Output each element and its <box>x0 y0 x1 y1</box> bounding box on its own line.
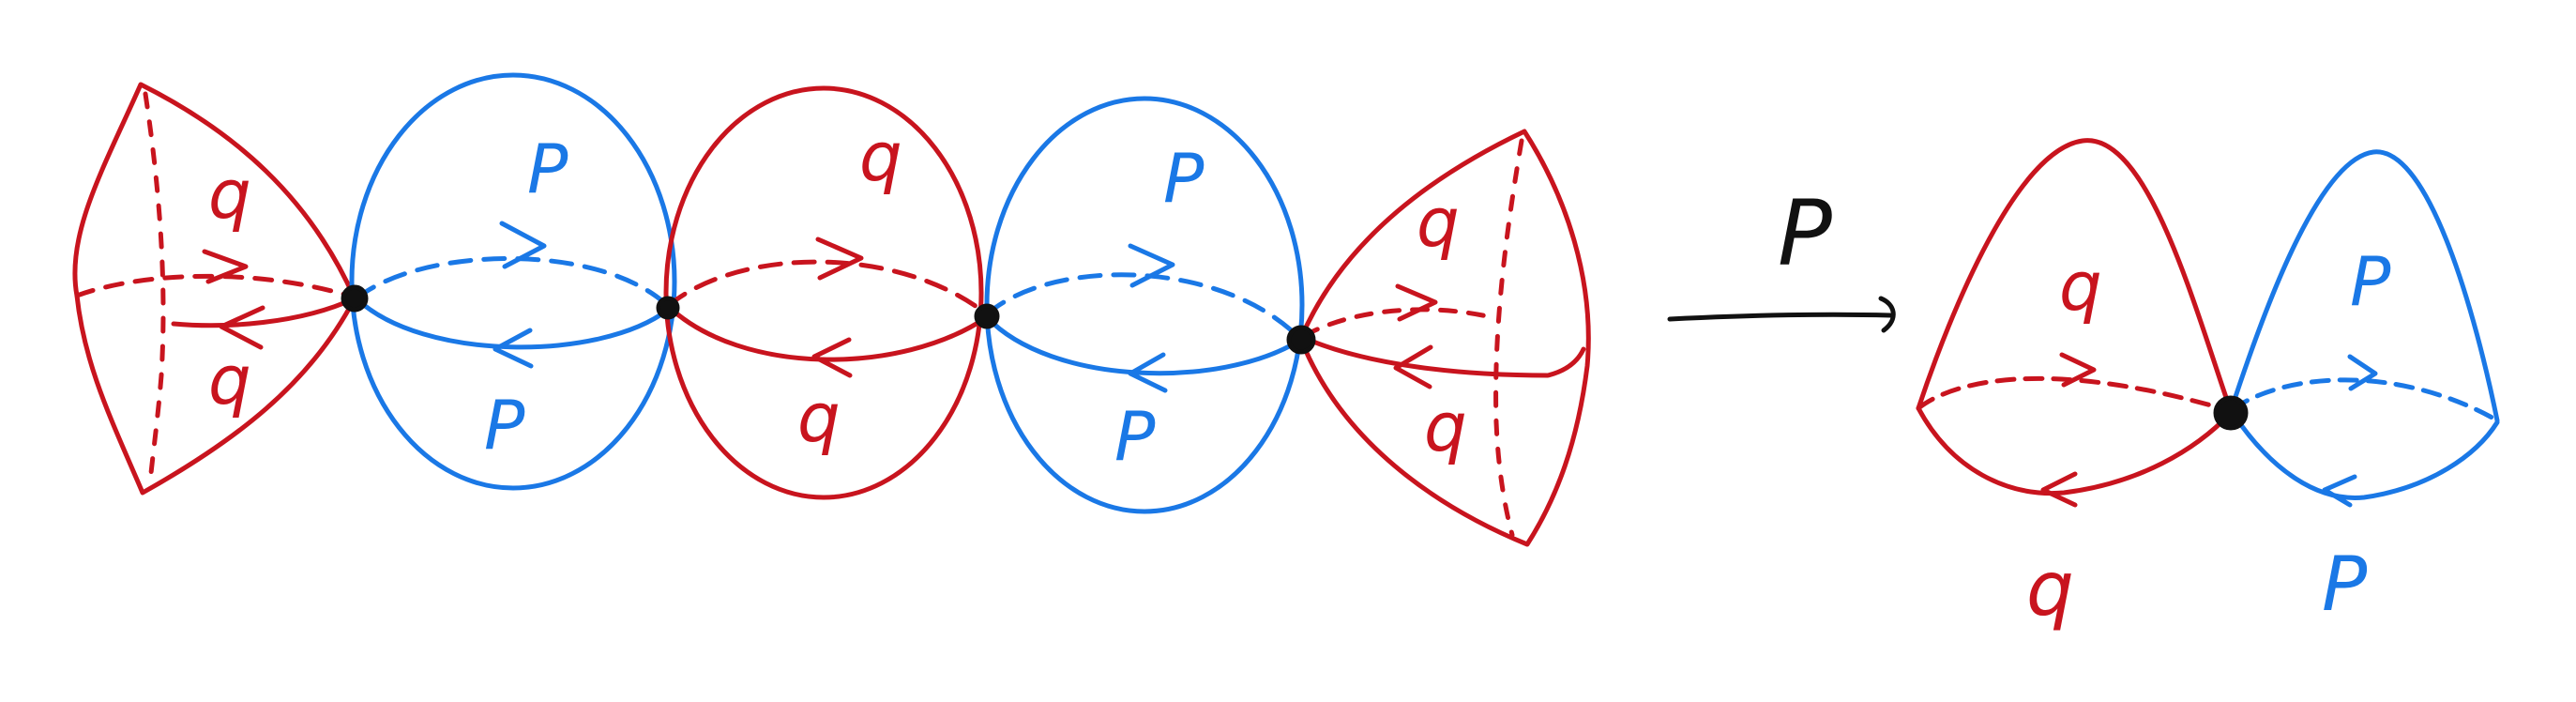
label-sphere-1-bottom: P <box>484 386 525 465</box>
sphere-1-back-dashed <box>354 256 671 309</box>
label-right-cap-top: q <box>1417 183 1460 262</box>
label-right-cap-bottom: q <box>1424 388 1467 466</box>
sphere-1-outline <box>349 72 677 491</box>
sphere-1-arrow-right <box>499 221 547 269</box>
label-left-cap-top: q <box>208 155 251 234</box>
label-red-lobe-bottom: q <box>2026 545 2074 633</box>
red-lobe-front-solid <box>1916 405 2234 496</box>
sphere-1 <box>349 72 677 491</box>
left-cap-arrow-left <box>219 305 265 350</box>
right-cap-arrow-right <box>1395 283 1438 322</box>
node-points <box>341 284 1316 355</box>
red-lobe-arrow-right <box>2059 352 2097 388</box>
right-cap-outline <box>1298 129 1591 547</box>
left-cap-vertical-dashed <box>143 91 166 486</box>
red-lobe-arrow-left <box>2040 471 2078 508</box>
node-3 <box>974 303 1000 329</box>
result-node <box>2213 395 2249 431</box>
sphere-3-front-solid <box>984 314 1302 376</box>
sphere-2-outline <box>663 85 984 500</box>
map-arrow-shaft <box>1667 312 1893 322</box>
node-1 <box>341 284 369 313</box>
label-sphere-3-top: P <box>1163 139 1205 218</box>
right-cap-equator-dashed <box>1301 307 1494 339</box>
result-red-lobe <box>1916 138 2234 508</box>
blue-lobe-back-dashed <box>2230 377 2500 423</box>
label-sphere-1-top: P <box>527 130 568 208</box>
sphere-3-arrow-left <box>1128 352 1168 393</box>
map-arrow <box>1667 296 1896 333</box>
blue-lobe-arrow-right <box>2347 354 2378 391</box>
left-cap-outline <box>72 82 357 496</box>
right-cap <box>1298 129 1591 547</box>
blue-lobe-front-solid <box>2230 410 2500 500</box>
map-arrow-head <box>1878 296 1896 333</box>
label-blue-lobe-bottom: P <box>2322 541 2368 628</box>
sphere-1-front-solid <box>354 296 671 350</box>
sphere-1-arrow-left <box>492 328 534 369</box>
result-blue-lobe <box>2228 149 2500 508</box>
red-lobe-outline <box>1916 138 2234 414</box>
label-sphere-2-bottom: q <box>797 378 841 457</box>
left-cap-equator-dashed <box>74 273 352 298</box>
labels: q q P P q q P P q q P q q P P <box>208 117 2391 633</box>
node-4 <box>1286 325 1316 355</box>
sphere-2 <box>663 85 990 500</box>
sphere-2-arrow-left <box>811 337 853 378</box>
label-red-lobe-top: q <box>2059 247 2102 326</box>
right-cap-vertical-dashed <box>1493 138 1524 538</box>
left-cap <box>72 82 357 496</box>
right-cap-equator-solid <box>1301 335 1586 378</box>
blue-lobe-arrow-left <box>2322 474 2357 508</box>
left-cap-arrow-right <box>202 249 249 284</box>
label-map: P <box>1778 181 1832 286</box>
left-cap-equator-solid <box>171 296 357 328</box>
sphere-2-back-dashed <box>665 259 990 317</box>
label-sphere-2-top: q <box>859 117 902 196</box>
sphere-2-arrow-right <box>815 237 864 281</box>
blue-lobe-outline <box>2228 149 2500 423</box>
node-2 <box>656 296 680 320</box>
right-cap-arrow-left <box>1393 344 1433 389</box>
label-blue-lobe-top: P <box>2350 242 2391 321</box>
sphere-3-arrow-right <box>1128 243 1175 288</box>
sphere-3-back-dashed <box>984 272 1302 341</box>
label-sphere-3-bottom: P <box>1114 397 1156 476</box>
red-lobe-back-dashed <box>1916 375 2234 414</box>
label-left-cap-bottom: q <box>208 341 251 420</box>
